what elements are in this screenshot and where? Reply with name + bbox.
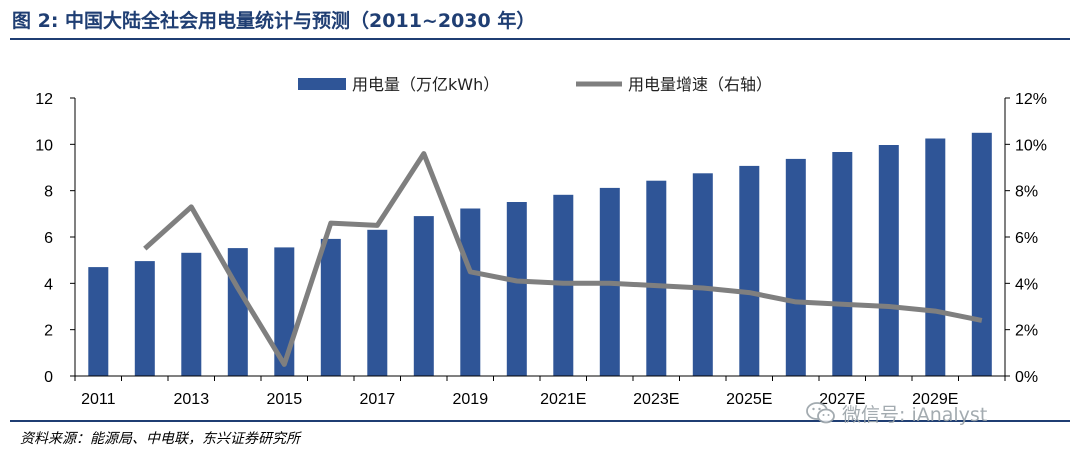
bar-2019 — [460, 208, 481, 376]
x-tick-label: 2015 — [267, 391, 303, 408]
left-tick-label: 10 — [35, 137, 53, 154]
chart-title: 图 2: 中国大陆全社会用电量统计与预测（2011~2030 年） — [12, 10, 536, 32]
x-tick-label: 2025E — [726, 391, 772, 408]
left-tick-label: 2 — [44, 323, 53, 340]
legend: 用电量（万亿kWh） 用电量增速（右轴） — [298, 75, 772, 94]
right-tick-label: 2% — [1015, 323, 1038, 340]
bar-2030E — [971, 132, 992, 377]
bar-2013 — [181, 252, 202, 376]
watermark: 微信号: iAnalyst — [806, 398, 987, 428]
right-tick-label: 12% — [1015, 91, 1047, 108]
bar-2027E — [832, 152, 853, 376]
title-divider — [10, 38, 1070, 40]
x-tick-label: 2029E — [912, 391, 958, 408]
bar-2018 — [413, 216, 434, 376]
bar-2028E — [878, 145, 899, 376]
left-tick-label: 6 — [44, 230, 53, 247]
right-tick-label: 4% — [1015, 276, 1038, 293]
chart: 用电量（万亿kWh） 用电量增速（右轴） 0 2 4 6 8 10 12 0% 2% 4% 6% 8%… — [35, 75, 1047, 408]
left-tick-label: 0 — [44, 369, 53, 386]
bar-2026E — [785, 158, 806, 376]
legend-bar-label: 用电量（万亿kWh） — [352, 75, 499, 94]
bar-2017 — [367, 229, 388, 376]
axes: 0 2 4 6 8 10 12 0% 2% 4% 6% 8% 10% 12% 2011 2013 2015 201… — [35, 91, 1047, 408]
legend-line-label: 用电量增速（右轴） — [628, 75, 772, 94]
bar-series — [88, 132, 992, 377]
right-tick-label: 10% — [1015, 137, 1047, 154]
wechat-icon — [806, 402, 835, 424]
bar-2016 — [320, 238, 341, 376]
bar-2012 — [134, 261, 155, 376]
right-tick-label: 0% — [1015, 369, 1038, 386]
bar-2029E — [925, 138, 946, 376]
x-tick-label: 2019 — [453, 391, 489, 408]
x-tick-label: 2013 — [174, 391, 210, 408]
legend-bar-swatch — [298, 78, 346, 90]
left-tick-label: 4 — [44, 276, 53, 293]
source-note: 资料来源：能源局、中电联，东兴证券研究所 — [20, 431, 300, 447]
left-tick-label: 8 — [44, 184, 53, 201]
footer-divider — [10, 420, 1070, 422]
bar-2025E — [739, 165, 760, 376]
x-tick-label: 2017 — [360, 391, 396, 408]
x-tick-label: 2011 — [81, 391, 116, 408]
bar-2024E — [692, 173, 713, 376]
x-tick-label: 2027E — [819, 391, 865, 408]
line-series — [143, 151, 983, 367]
x-tick-label: 2023E — [633, 391, 679, 408]
bar-2023E — [646, 180, 667, 376]
right-tick-label: 8% — [1015, 184, 1038, 201]
left-tick-label: 12 — [35, 91, 53, 108]
watermark-text: 微信号: iAnalyst — [842, 403, 988, 426]
right-tick-label: 6% — [1015, 230, 1038, 247]
bar-2011 — [88, 267, 109, 376]
bar-2014 — [227, 248, 248, 376]
bar-2020 — [506, 202, 527, 376]
x-tick-label: 2021E — [540, 391, 586, 408]
